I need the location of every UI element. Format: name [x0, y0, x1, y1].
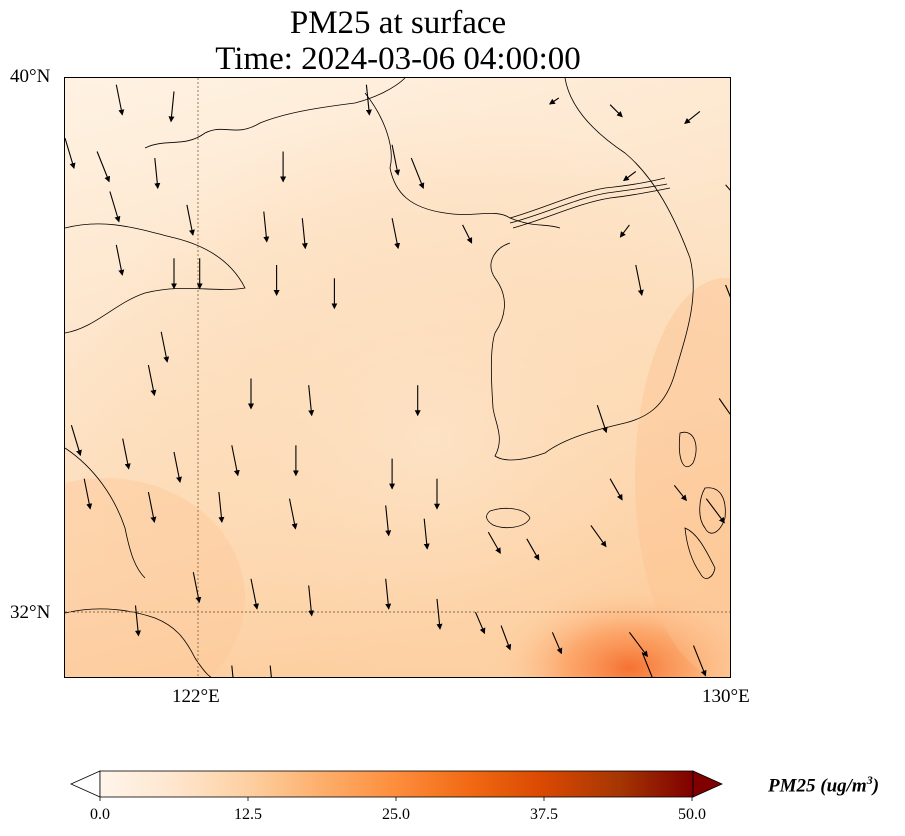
wind-arrow: [526, 538, 540, 561]
wind-arrow: [391, 218, 401, 250]
wind-arrow: [548, 97, 560, 105]
wind-arrow: [147, 364, 157, 397]
wind-arrow: [134, 605, 141, 637]
gridlines: [65, 78, 730, 677]
wind-arrow: [609, 478, 623, 501]
wind-arrow: [263, 211, 270, 243]
map-panel[interactable]: [64, 77, 731, 678]
wind-arrow: [96, 151, 111, 183]
wind-arrow: [147, 491, 157, 523]
wind-arrow: [487, 531, 501, 554]
wind-arrow: [250, 578, 259, 610]
wind-arrow: [551, 632, 563, 655]
wind-arrow: [231, 445, 240, 477]
colorbar: [70, 770, 723, 801]
colorbar-gradient: [99, 770, 694, 798]
colorbar-tick-3: 37.5: [530, 806, 558, 823]
map-canvas[interactable]: [65, 78, 731, 678]
map-title-line2: Time: 2024-03-06 04:00:00: [215, 41, 581, 77]
colorbar-tick-1: 12.5: [234, 806, 262, 823]
wind-arrow: [474, 611, 486, 635]
pm25-field-left-band: [65, 478, 245, 677]
wind-arrow: [641, 652, 656, 677]
wind-arrow: [628, 631, 649, 658]
lat-label-40n: 40°N: [10, 66, 51, 87]
colorbar-tick-4: 50.0: [678, 806, 706, 823]
coastlines: [65, 78, 726, 677]
wind-arrow: [115, 84, 125, 116]
wind-arrow: [391, 144, 401, 176]
wind-arrow: [692, 645, 707, 677]
wind-arrow: [109, 191, 121, 223]
wind-arrow: [725, 284, 730, 298]
colorbar-tick-0: 0.0: [90, 806, 110, 823]
wind-arrow: [436, 598, 443, 630]
wind-vectors: [65, 84, 730, 677]
wind-arrow: [684, 110, 701, 125]
wind-arrow: [673, 484, 687, 502]
colorbar-extend-high: [692, 770, 723, 798]
wind-arrow: [590, 525, 607, 548]
wind-arrow: [231, 665, 234, 677]
wind-arrow: [218, 491, 225, 523]
wind-arrow: [385, 578, 392, 610]
wind-arrow: [635, 264, 644, 296]
wind-arrow: [65, 137, 76, 170]
wind-arrow: [160, 331, 170, 363]
wind-arrow: [301, 218, 308, 250]
wind-arrow: [718, 398, 730, 415]
colorbar-title: PM25 (ug/m3): [768, 773, 879, 797]
wind-arrow: [385, 505, 392, 537]
wind-arrow: [365, 84, 372, 116]
wind-arrow: [122, 438, 131, 470]
wind-arrow: [269, 665, 272, 677]
lat-label-32n: 32°N: [10, 602, 51, 623]
map-title-line1: PM25 at surface: [289, 5, 507, 41]
wind-arrow: [308, 385, 315, 417]
colorbar-extend-low: [70, 770, 101, 798]
wind-arrow: [288, 498, 298, 530]
wind-arrow: [423, 518, 430, 550]
wind-arrow: [725, 184, 730, 191]
wind-arrow: [83, 478, 93, 510]
colorbar-title-close: ): [872, 775, 880, 797]
lon-label-122e: 122°E: [172, 686, 220, 707]
pm25-field-hotspot: [365, 458, 730, 677]
wind-arrow: [192, 572, 202, 604]
wind-arrow: [622, 171, 637, 182]
colorbar-title-sup: 3: [866, 773, 873, 787]
colorbar-title-text: PM25 (ug/m: [768, 775, 867, 797]
wind-arrow: [115, 244, 125, 276]
wind-arrow: [462, 224, 473, 244]
wind-arrow: [705, 498, 725, 524]
wind-arrow: [186, 204, 195, 236]
pm25-field-right-band: [635, 278, 730, 677]
wind-arrow: [173, 451, 182, 483]
wind-arrow: [500, 625, 512, 651]
wind-arrow: [596, 405, 608, 434]
wind-arrow: [619, 224, 630, 238]
wind-arrow: [308, 585, 315, 617]
colorbar-tick-2: 25.0: [382, 806, 410, 823]
wind-arrow: [70, 425, 82, 457]
wind-arrow: [609, 104, 623, 118]
wind-arrow: [168, 91, 175, 123]
wind-arrow: [410, 157, 425, 190]
lon-label-130e: 130°E: [702, 686, 750, 707]
wind-arrow: [154, 158, 161, 190]
